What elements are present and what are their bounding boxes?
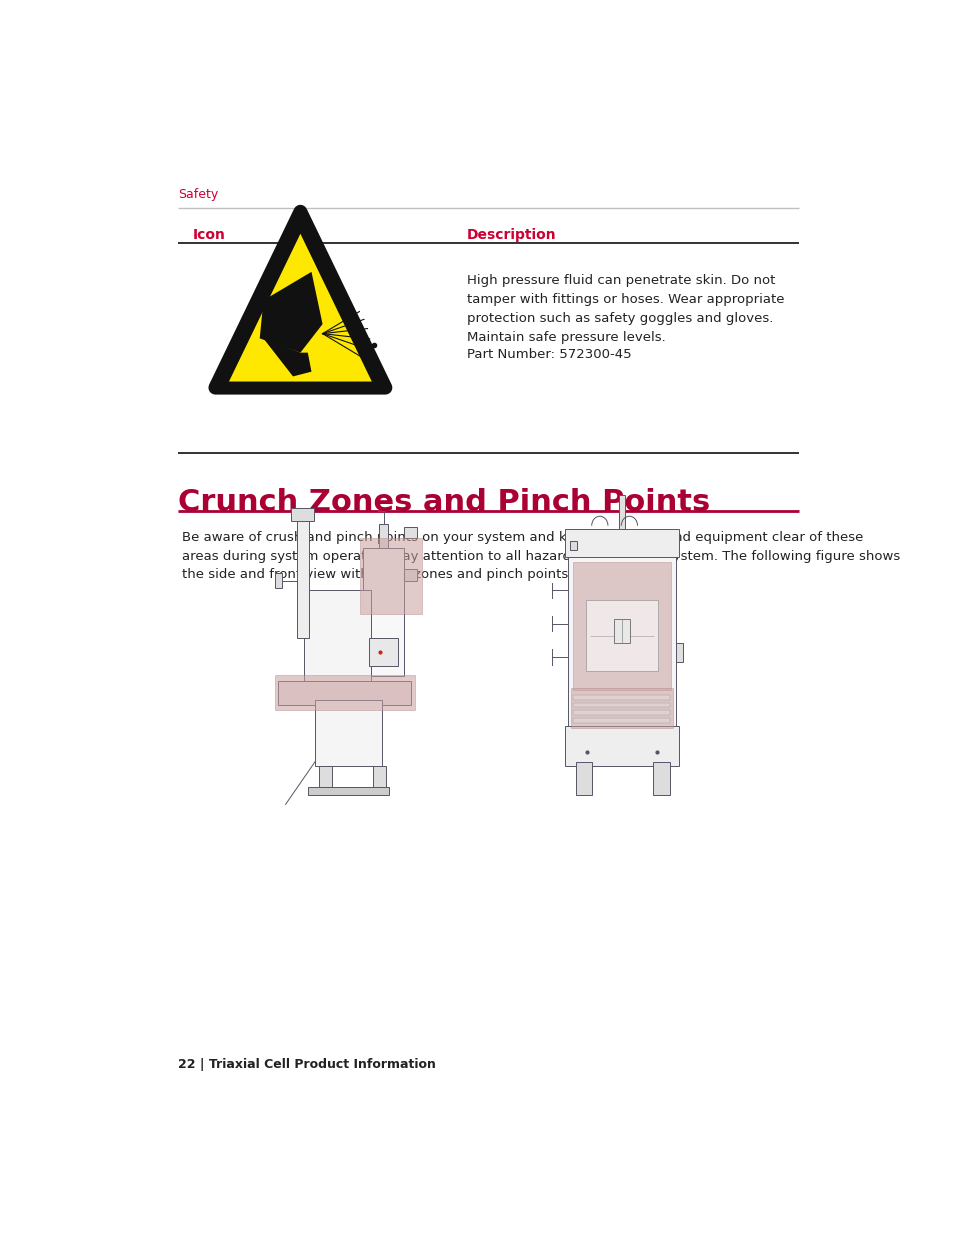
Bar bbox=[564, 726, 679, 766]
Bar bbox=[314, 700, 381, 766]
Bar bbox=[274, 573, 282, 589]
Bar bbox=[359, 538, 422, 614]
Bar bbox=[572, 562, 671, 690]
Text: Crunch Zones and Pinch Points: Crunch Zones and Pinch Points bbox=[178, 488, 710, 516]
Bar bbox=[378, 524, 388, 547]
Bar bbox=[373, 766, 386, 790]
Bar bbox=[569, 541, 577, 551]
Text: 22 | Triaxial Cell Product Information: 22 | Triaxial Cell Product Information bbox=[178, 1057, 436, 1071]
Bar bbox=[318, 766, 332, 790]
Bar bbox=[308, 787, 389, 795]
Polygon shape bbox=[229, 233, 372, 382]
Text: Description: Description bbox=[466, 228, 556, 242]
Bar bbox=[675, 642, 682, 662]
Bar bbox=[278, 680, 411, 704]
Bar bbox=[564, 529, 679, 557]
Bar bbox=[296, 510, 308, 638]
Bar bbox=[572, 710, 669, 715]
Text: Safety: Safety bbox=[178, 188, 218, 201]
Bar bbox=[403, 569, 416, 580]
Bar bbox=[403, 526, 416, 538]
Bar bbox=[618, 495, 624, 529]
Polygon shape bbox=[263, 338, 311, 377]
Text: Be aware of crush and pinch points on your system and keep personnel and equipme: Be aware of crush and pinch points on yo… bbox=[182, 531, 900, 582]
Bar bbox=[572, 695, 669, 700]
Bar bbox=[304, 590, 370, 700]
Bar bbox=[585, 600, 658, 672]
Bar bbox=[571, 688, 672, 729]
Bar bbox=[568, 552, 675, 730]
Text: Part Number: 572300-45: Part Number: 572300-45 bbox=[466, 348, 631, 361]
Polygon shape bbox=[259, 272, 322, 353]
Bar bbox=[576, 762, 592, 795]
Text: Icon: Icon bbox=[193, 228, 226, 242]
Bar bbox=[369, 638, 397, 667]
Bar bbox=[291, 508, 314, 521]
Bar bbox=[653, 762, 669, 795]
Bar bbox=[363, 547, 403, 676]
Bar bbox=[613, 619, 630, 642]
Polygon shape bbox=[215, 211, 385, 388]
Text: High pressure fluid can penetrate skin. Do not
tamper with fittings or hoses. We: High pressure fluid can penetrate skin. … bbox=[466, 274, 783, 343]
Bar bbox=[572, 703, 669, 708]
Bar bbox=[572, 718, 669, 722]
Bar bbox=[274, 676, 415, 710]
